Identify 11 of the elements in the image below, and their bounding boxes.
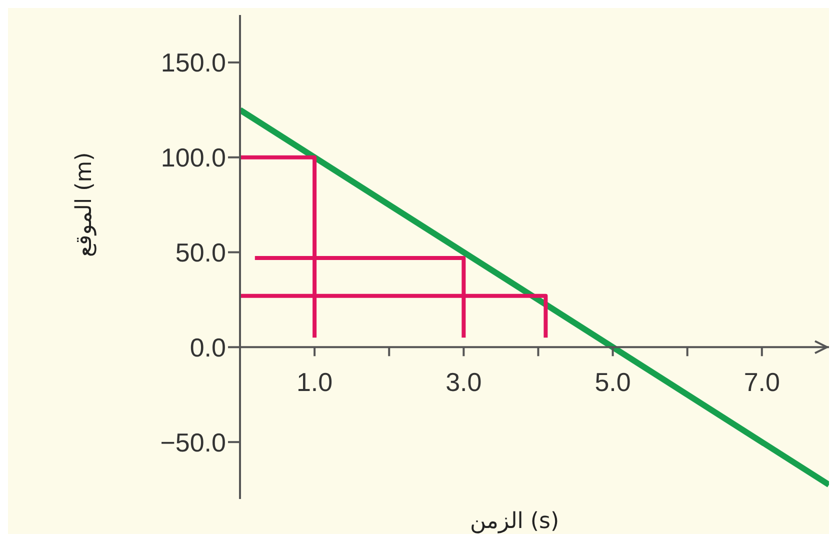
y-tick-label: 0.0	[190, 332, 226, 362]
x-tick-label: 1.0	[296, 366, 333, 397]
y-tick-label: 100.0	[160, 142, 226, 173]
x-tick-label: 7.0	[744, 366, 780, 397]
y-tick-label: 50.0	[175, 237, 226, 268]
x-axis-title: الزمن (s)	[470, 509, 560, 534]
y-axis-title: الموقع (m)	[72, 152, 97, 257]
x-tick-label: 3.0	[446, 366, 482, 397]
y-tick-label: 150.0	[160, 48, 226, 78]
x-tick-label: 5.0	[594, 366, 631, 397]
y-tick-label: −50.0	[160, 427, 226, 458]
